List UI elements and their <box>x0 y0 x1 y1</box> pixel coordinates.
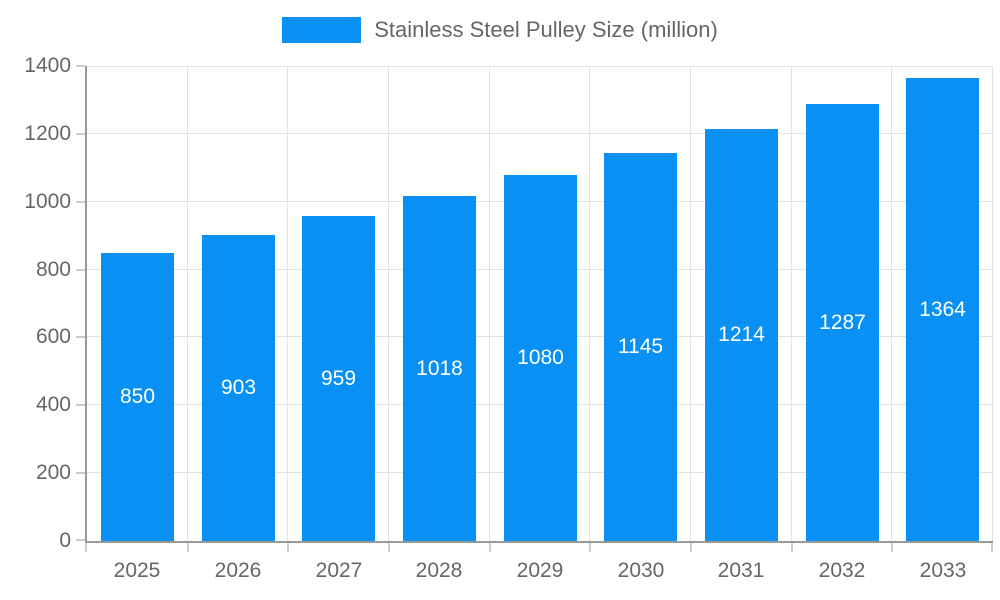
x-tick-label: 2028 <box>415 559 463 582</box>
legend: Stainless Steel Pulley Size (million) <box>0 17 1000 43</box>
y-axis-tick <box>76 201 85 203</box>
bar[interactable]: 1145 <box>604 153 677 541</box>
y-axis-tick <box>76 472 85 474</box>
bar-value-label: 1080 <box>517 346 564 369</box>
gridline-vertical <box>690 66 691 541</box>
x-axis-tick <box>791 543 793 552</box>
x-axis-tick <box>991 543 993 552</box>
plot-area: 850 903 959 1018 1080 1145 1214 1287 1364 <box>76 65 993 552</box>
bar-value-label: 959 <box>320 366 357 390</box>
y-axis-tick <box>76 539 85 541</box>
bar-value-label: 1145 <box>617 335 664 358</box>
gridline-vertical <box>388 66 389 541</box>
x-tick-label: 2032 <box>818 559 866 582</box>
x-tick-label: 2030 <box>617 559 665 582</box>
x-tick-label: 2025 <box>113 559 161 582</box>
y-axis-tick <box>76 269 85 271</box>
x-axis-tick <box>589 543 591 552</box>
y-tick-label: 800 <box>35 258 71 281</box>
bar[interactable]: 1214 <box>705 129 778 541</box>
bar[interactable]: 903 <box>202 235 275 541</box>
y-tick-label: 200 <box>35 461 71 484</box>
gridline-vertical <box>589 66 590 541</box>
x-axis-tick <box>690 543 692 552</box>
x-axis-tick <box>489 543 491 552</box>
y-tick-label: 0 <box>59 529 71 552</box>
y-tick-label: 400 <box>35 393 71 416</box>
x-axis-tick <box>287 543 289 552</box>
bar-value-label: 850 <box>119 385 156 408</box>
y-tick-label: 600 <box>35 325 71 348</box>
gridline-vertical <box>992 66 993 541</box>
bar[interactable]: 1080 <box>504 175 577 541</box>
bar-value-label: 903 <box>220 376 257 399</box>
y-axis-tick <box>76 336 85 338</box>
gridline-horizontal <box>87 66 993 67</box>
x-axis-tick <box>891 543 893 552</box>
bar-value-label: 1018 <box>416 356 463 380</box>
x-tick-label: 2031 <box>717 559 765 582</box>
x-tick-label: 2029 <box>516 559 564 582</box>
bar[interactable]: 959 <box>302 216 375 541</box>
x-tick-label: 2027 <box>315 559 363 582</box>
x-tick-label: 2033 <box>919 559 967 582</box>
bar-value-label: 1364 <box>919 297 966 321</box>
y-tick-label: 1200 <box>24 122 71 145</box>
gridline-vertical <box>187 66 188 541</box>
gridline-vertical <box>891 66 892 541</box>
bar[interactable]: 1364 <box>906 78 979 541</box>
gridline-vertical <box>791 66 792 541</box>
bar[interactable]: 1018 <box>403 196 476 541</box>
y-axis-tick <box>76 65 85 67</box>
y-tick-label: 1400 <box>24 54 71 77</box>
legend-item[interactable]: Stainless Steel Pulley Size (million) <box>282 17 718 43</box>
bar-value-label: 1214 <box>718 323 765 346</box>
x-axis-tick <box>388 543 390 552</box>
x-axis-tick <box>187 543 189 552</box>
x-tick-label: 2026 <box>214 559 262 582</box>
bar-value-label: 1287 <box>819 310 866 334</box>
x-axis-tick <box>85 543 87 552</box>
bar[interactable]: 850 <box>101 253 174 541</box>
y-axis-tick <box>76 404 85 406</box>
legend-swatch-icon <box>282 17 362 43</box>
y-tick-label: 1000 <box>24 190 71 213</box>
y-axis-tick <box>76 133 85 135</box>
gridline-vertical <box>287 66 288 541</box>
legend-label: Stainless Steel Pulley Size (million) <box>374 17 718 42</box>
gridline-vertical <box>489 66 490 541</box>
bar[interactable]: 1287 <box>806 104 879 541</box>
gridline-horizontal <box>87 133 993 134</box>
